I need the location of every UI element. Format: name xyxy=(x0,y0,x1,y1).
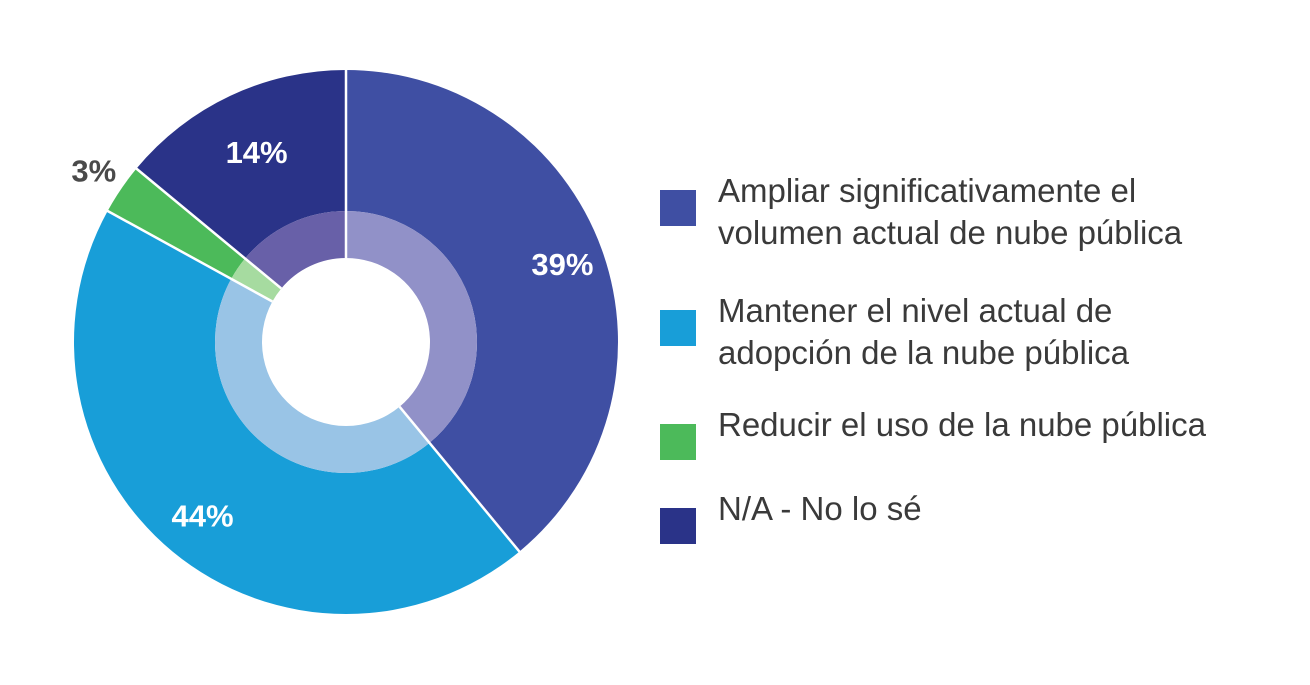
inner-slice-mantener xyxy=(214,278,430,473)
legend-item-ampliar[interactable]: Ampliar significativamente el volumen ac… xyxy=(660,170,1182,254)
inner-slice-na xyxy=(245,211,346,289)
legend-label: N/A - No lo sé xyxy=(718,490,922,527)
legend-swatch xyxy=(660,508,696,544)
legend-swatch xyxy=(660,190,696,226)
data-label-ampliar: 39% xyxy=(531,247,593,282)
legend-label: Ampliar significativamente el volumen ac… xyxy=(718,172,1183,251)
slice-mantener[interactable] xyxy=(74,210,520,614)
inner-slice-ampliar xyxy=(346,211,477,443)
data-label-mantener: 44% xyxy=(172,498,234,533)
legend-item-na[interactable]: N/A - No lo sé xyxy=(660,488,922,544)
slice-ampliar[interactable] xyxy=(346,70,618,552)
data-label-reducir: 3% xyxy=(71,154,116,189)
legend-swatch xyxy=(660,310,696,346)
slice-separator xyxy=(134,167,283,290)
legend-label: Reducir el uso de la nube pública xyxy=(718,406,1206,443)
legend-label: Mantener el nivel actual de adopción de … xyxy=(718,292,1130,371)
slice-separator xyxy=(398,405,521,554)
inner-slice-reducir xyxy=(231,258,282,302)
donut-chart: 39% 44% 3% 14% xyxy=(71,69,618,614)
data-label-na: 14% xyxy=(226,135,288,170)
legend-item-reducir[interactable]: Reducir el uso de la nube pública xyxy=(660,404,1206,460)
slice-reducir[interactable] xyxy=(107,168,246,279)
legend-swatch xyxy=(660,424,696,460)
legend-item-mantener[interactable]: Mantener el nivel actual de adopción de … xyxy=(660,290,1129,374)
slice-separator xyxy=(106,209,273,303)
